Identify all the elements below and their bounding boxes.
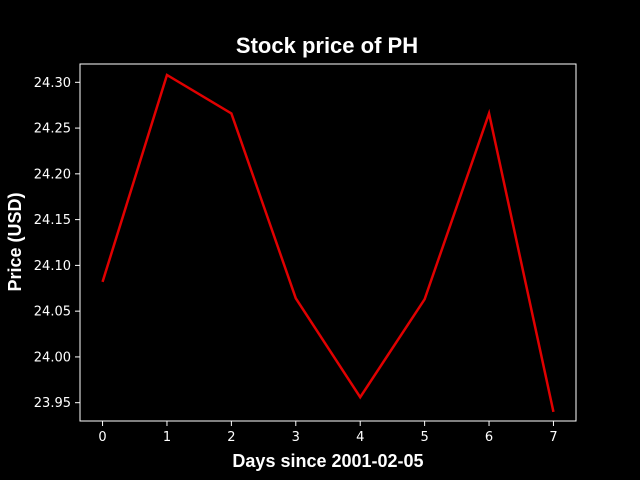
y-axis-label: Price (USD) <box>5 192 25 291</box>
y-axis: 23.95 24.00 24.05 24.10 24.15 24.20 24.25 24.30 <box>34 76 80 411</box>
y-tick-label: 24.25 <box>34 122 71 137</box>
y-tick-label: 24.10 <box>34 259 71 274</box>
price-line <box>101 73 555 413</box>
y-tick-label: 24.20 <box>34 167 71 182</box>
plot-area-frame <box>79 63 577 422</box>
chart-title: Stock price of PH <box>236 33 418 58</box>
x-tick-label: 0 <box>98 430 106 445</box>
y-tick-label: 24.30 <box>34 76 71 91</box>
x-axis-label: Days since 2001-02-05 <box>232 451 423 471</box>
x-tick-label: 4 <box>356 430 364 445</box>
x-tick-label: 3 <box>292 430 300 445</box>
x-tick-label: 5 <box>420 430 428 445</box>
x-tick-label: 6 <box>485 430 493 445</box>
y-tick-label: 24.05 <box>34 305 71 320</box>
x-axis: 0 1 2 3 4 5 6 7 <box>98 421 558 445</box>
y-tick-label: 24.15 <box>34 213 71 228</box>
x-tick-label: 7 <box>549 430 557 445</box>
x-tick-label: 2 <box>227 430 235 445</box>
y-tick-label: 23.95 <box>34 396 71 411</box>
x-tick-label: 1 <box>163 430 171 445</box>
y-tick-label: 24.00 <box>34 350 71 365</box>
series-layer <box>101 73 555 413</box>
